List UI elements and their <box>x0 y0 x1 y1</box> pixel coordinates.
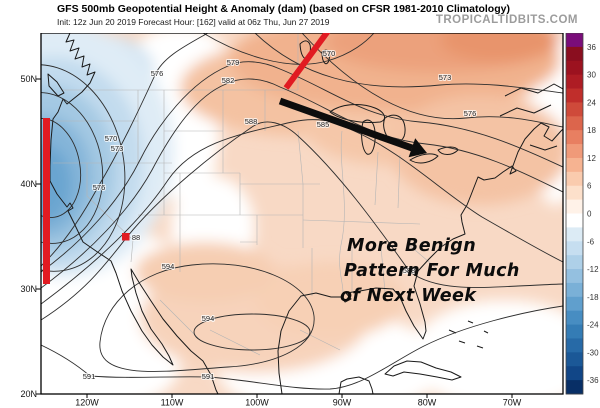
colorbar-tick-label: -24 <box>587 321 599 330</box>
colorbar-tick-label: -36 <box>587 376 599 385</box>
contour-label: 594 <box>162 262 175 271</box>
hand-annotations: More Benign Pattern For Much of Next Wee… <box>43 25 520 306</box>
colorbar-cell <box>566 157 583 173</box>
lat-axis-label: 40N <box>20 179 37 189</box>
colorbar-tick-label: 24 <box>587 98 596 107</box>
colorbar <box>565 32 584 395</box>
black-arrow-shaft <box>278 97 414 152</box>
lon-axis-label: 80W <box>418 398 437 408</box>
state-borders <box>53 33 437 356</box>
colorbar-cell <box>566 324 583 339</box>
red-station-marker <box>122 233 130 241</box>
map-area: 5705735765765705735765795825855885888859… <box>41 33 563 394</box>
colorbar-labels: 36 30 24 18 12 6 0 -6 -12 -18 -24 -30 -36 <box>587 43 599 385</box>
height-contours <box>41 33 563 390</box>
contour-label: 594 <box>202 314 215 323</box>
annotation-text-line2: Pattern For Much <box>344 261 520 281</box>
contour-label: 579 <box>227 58 240 67</box>
colorbar-cell <box>566 60 583 76</box>
contour-label: 582 <box>222 76 235 85</box>
lon-axis-label: 90W <box>333 398 352 408</box>
colorbar-cell <box>566 102 583 117</box>
colorbar-tick-label: -12 <box>587 265 599 274</box>
colorbar-tick-label: 6 <box>587 182 592 191</box>
colorbar-cell <box>566 116 583 131</box>
lat-axis-label: 50N <box>20 74 37 84</box>
colorbar-tick-label: 30 <box>587 71 596 80</box>
annotation-text-line3: of Next Week <box>340 286 477 306</box>
colorbar-cell <box>566 227 583 242</box>
contour-label: 576 <box>151 69 164 78</box>
colorbar-cell <box>566 310 583 325</box>
lat-axis-label: 20N <box>20 389 37 399</box>
contour-label: 570 <box>323 49 336 58</box>
coastlines <box>47 33 563 394</box>
colorbar-cell <box>566 46 583 62</box>
contour-label: 576 <box>93 183 106 192</box>
colorbar-tick-label: 36 <box>587 43 596 52</box>
watermark-tropicaltidbits: TROPICALTIDBITS.COM <box>435 14 578 26</box>
lon-axis-label: 110W <box>161 398 184 408</box>
contour-label: 591 <box>202 372 215 381</box>
colorbar-cell <box>566 199 583 214</box>
colorbar-cell <box>566 74 583 89</box>
colorbar-cell <box>566 338 583 353</box>
contour-label: 573 <box>439 73 452 82</box>
contour-label: 573 <box>111 144 124 153</box>
contour-label: 570 <box>105 134 118 143</box>
red-trough-line-north <box>283 25 334 90</box>
colorbar-cell <box>566 282 583 298</box>
colorbar-cell <box>566 171 583 187</box>
header: GFS 500mb Geopotential Height & Anomaly … <box>0 0 600 33</box>
lon-axis-label: 100W <box>245 398 269 408</box>
colorbar-cell <box>566 366 583 381</box>
colorbar-cell <box>566 241 583 256</box>
contour-labels: 5705735765765705735765795825855885888859… <box>82 48 478 382</box>
colorbar-cell <box>566 130 583 145</box>
contour-label: 588 <box>403 266 416 275</box>
contour-label: 588 <box>245 117 258 126</box>
axis-labels: 120W 110W 100W 90W 80W 70W 50N 40N 30N 20N <box>20 74 521 408</box>
colorbar-cell <box>566 144 583 159</box>
colorbar-tick-label: 12 <box>587 154 596 163</box>
page-title: GFS 500mb Geopotential Height & Anomaly … <box>57 3 510 15</box>
lat-axis-label: 30N <box>20 284 37 294</box>
colorbar-cell <box>566 269 583 284</box>
colorbar-cell <box>566 213 583 228</box>
colorbar-tick-label: 0 <box>587 210 592 219</box>
black-arrow-head <box>408 138 427 158</box>
colorbar-cell <box>566 255 583 270</box>
colorbar-tick-label: -6 <box>587 237 595 246</box>
lon-axis-label: 120W <box>75 398 99 408</box>
contour-label: 585 <box>317 120 330 129</box>
colorbar-tick-label: 18 <box>587 126 596 135</box>
contour-label: 88 <box>132 233 140 242</box>
colorbar-tick-label: -30 <box>587 348 599 357</box>
map-frame <box>40 32 564 395</box>
lon-axis-label: 70W <box>503 398 522 408</box>
colorbar-cell <box>566 296 583 312</box>
colorbar-tick-label: -18 <box>587 293 599 302</box>
contour-label: 576 <box>464 109 477 118</box>
colorbar-cell <box>566 185 583 201</box>
annotation-text-line1: More Benign <box>347 236 476 256</box>
colorbar-cell <box>566 380 583 395</box>
contour-label: 591 <box>83 372 96 381</box>
colorbar-cell <box>566 88 583 103</box>
colorbar-cell <box>566 352 583 367</box>
init-forecast-line: Init: 12z Jun 20 2019 Forecast Hour: [16… <box>57 17 330 27</box>
colorbar-cell <box>566 33 583 48</box>
